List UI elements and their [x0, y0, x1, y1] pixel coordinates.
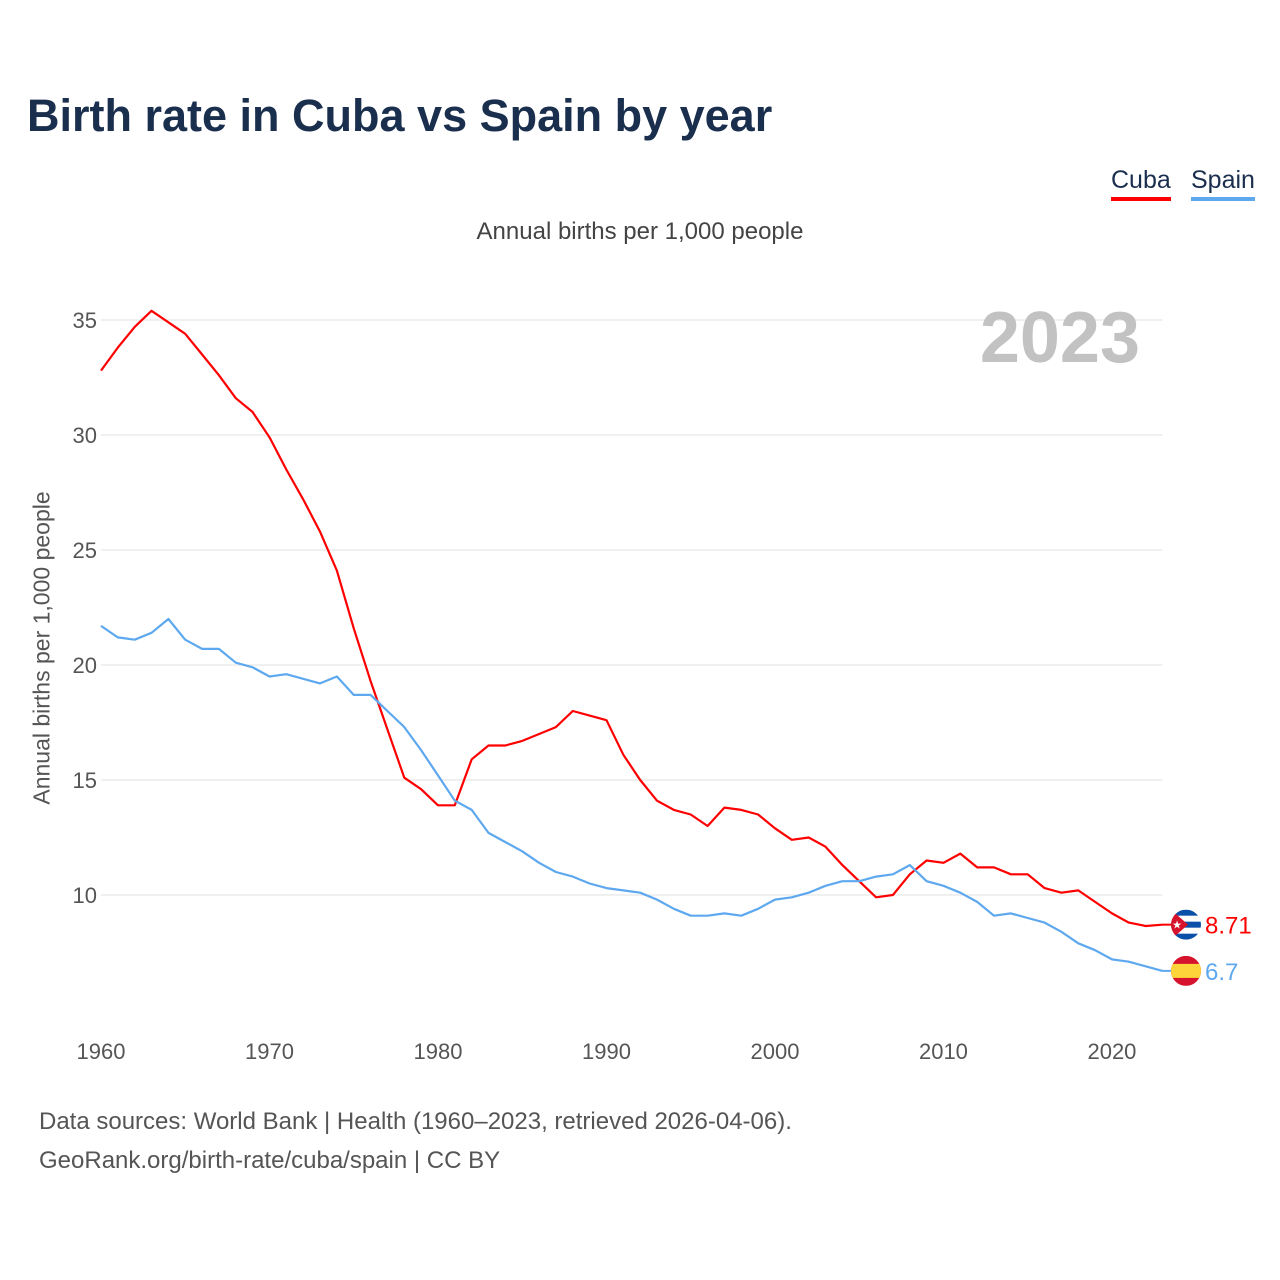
- spain-flag-icon: [1171, 955, 1201, 986]
- series-line-spain: [100, 617, 1163, 972]
- y-tick-label: 10: [73, 883, 97, 908]
- chart-title: Birth rate in Cuba vs Spain by year: [27, 90, 773, 141]
- flag-star: ★: [1172, 920, 1182, 932]
- x-tick-label: 1960: [77, 1039, 126, 1064]
- flag-triangle: [1171, 909, 1188, 940]
- x-tick-label: 2000: [750, 1039, 799, 1064]
- x-tick-label: 2010: [919, 1039, 968, 1064]
- year-watermark: 2023: [980, 298, 1140, 378]
- flag-body: ★: [1171, 909, 1201, 940]
- y-tick-label: 25: [73, 538, 97, 563]
- end-value-label-cuba: 8.71: [1205, 913, 1252, 940]
- y-tick-label: 15: [73, 768, 97, 793]
- legend-item-spain[interactable]: Spain: [1191, 166, 1255, 201]
- chart-subtitle: Annual births per 1,000 people: [476, 218, 804, 245]
- flag-stripe: [1171, 933, 1201, 940]
- cuba-flag-icon: ★: [1171, 909, 1201, 940]
- x-tick-label: 2020: [1087, 1039, 1136, 1064]
- series-line-cuba: [100, 309, 1163, 928]
- credit-link[interactable]: GeoRank.org/birth-rate/cuba/spain | CC B…: [39, 1147, 501, 1174]
- x-tick-label: 1980: [414, 1039, 463, 1064]
- flag-stripe: [1171, 963, 1201, 978]
- end-value-label-spain: 6.7: [1205, 959, 1238, 986]
- x-tick-label: 1970: [245, 1039, 294, 1064]
- data-sources: Data sources: World Bank | Health (1960–…: [39, 1108, 792, 1135]
- y-tick-label: 30: [73, 423, 97, 448]
- y-tick-label: 20: [73, 653, 97, 678]
- flag-body: [1171, 955, 1201, 986]
- legend-item-cuba[interactable]: Cuba: [1111, 166, 1171, 201]
- x-tick-label: 1990: [582, 1039, 631, 1064]
- flag-stripe: [1171, 909, 1201, 916]
- y-tick-label: 35: [73, 308, 97, 333]
